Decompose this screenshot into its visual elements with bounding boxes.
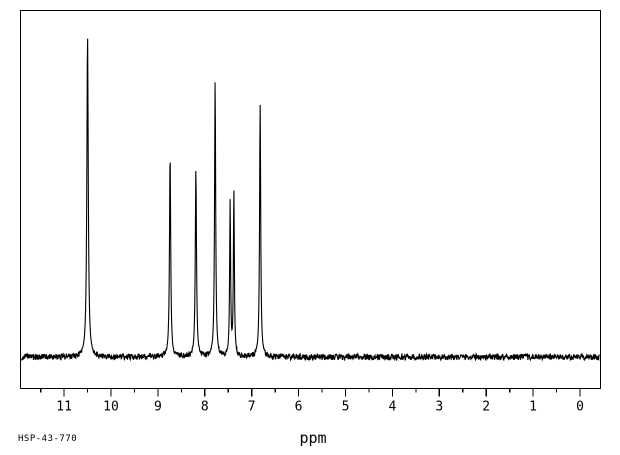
sample-id-label: HSP-43-770 <box>18 434 77 444</box>
axis-tick-label: 9 <box>154 400 162 415</box>
axis-tick-group <box>40 388 581 397</box>
axis-tick-label: 8 <box>201 400 209 415</box>
spectrum-trace-group <box>20 38 600 362</box>
axis-tick-label: 4 <box>388 400 396 415</box>
axis-tick-label: 1 <box>529 400 537 415</box>
spectrum-trace <box>20 38 600 362</box>
axis-title-ppm: ppm <box>299 429 326 447</box>
axis-tick-label: 10 <box>103 400 119 415</box>
axis-tick-label: 7 <box>248 400 256 415</box>
axis-tick-label: 2 <box>482 400 490 415</box>
axis-tick-label: 3 <box>435 400 443 415</box>
axis-tick-label: 6 <box>295 400 303 415</box>
plot-frame <box>19 9 602 390</box>
axis-tick-label: 0 <box>576 400 584 415</box>
axis-tick-label: 5 <box>342 400 350 415</box>
axis-tick-label: 11 <box>56 400 72 415</box>
axis-tick-label-group: 11 10 9 8 7 6 5 4 3 2 1 0 <box>56 400 584 415</box>
